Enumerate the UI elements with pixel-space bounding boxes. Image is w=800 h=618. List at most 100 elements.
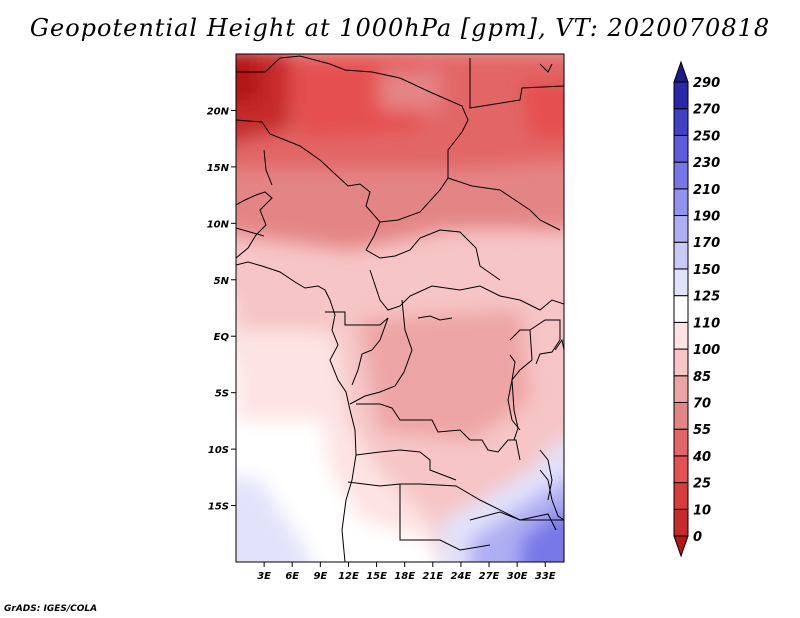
colorbar-level-label: 70 — [693, 396, 711, 411]
grads-credit: GrADS: IGES/COLA — [4, 604, 98, 614]
lon-tick-label: 33E — [535, 571, 556, 582]
mali-border — [263, 149, 273, 186]
lat-tick-label: 15N — [207, 163, 230, 174]
lon-tick-label: 30E — [507, 571, 528, 582]
gabon-congo-border — [325, 311, 389, 386]
namibia-botswana-border — [347, 481, 564, 521]
guinea-border — [236, 227, 265, 237]
colorbar-level-label: 85 — [693, 370, 711, 385]
colorbar: 0 10 25 40 55 70 85 100 110 125 150 170 190 210 230 250… — [673, 60, 720, 558]
heatmap-field — [236, 54, 564, 562]
mozambique-border — [539, 469, 564, 521]
field-congo-basin — [360, 310, 530, 440]
colorbar-swatch — [673, 108, 689, 136]
field-gulf-ocean — [236, 330, 340, 420]
colorbar-level-label: 230 — [693, 156, 720, 171]
colorbar-level-label: 170 — [693, 236, 720, 251]
colorbar-level-label: 190 — [693, 210, 720, 225]
colorbar-swatch — [673, 348, 689, 377]
map-frame — [235, 53, 565, 563]
colorbar-swatch — [673, 455, 689, 484]
colorbar-triangle-high — [673, 60, 689, 83]
lon-tick-label: 21E — [422, 571, 443, 582]
lat-tick-label: 20N — [207, 106, 230, 117]
colorbar-swatch — [673, 321, 689, 350]
zambia-border — [470, 439, 521, 461]
car-border — [365, 229, 501, 281]
lake-tanganyika — [509, 354, 519, 441]
colorbar-level-label: 25 — [693, 477, 711, 492]
great-lakes-border — [507, 329, 533, 431]
lon-tick-label: 24E — [451, 571, 472, 582]
latitude-axis: 20N 15N 10N 5N EQ 5S 10S 15S — [207, 106, 236, 513]
lat-tick-label: 5S — [215, 389, 229, 400]
lat-tick-label: 5N — [214, 276, 230, 287]
colorbar-level-label: 125 — [693, 290, 720, 305]
west-africa-coast — [236, 191, 273, 259]
zimbabwe-border — [469, 511, 557, 531]
field-guinea-coast — [236, 260, 340, 340]
lon-tick-label: 12E — [338, 571, 359, 582]
lon-tick-label: 27E — [479, 571, 500, 582]
lon-tick-label: 15E — [366, 571, 387, 582]
colorbar-swatch — [673, 81, 689, 110]
lat-tick-label: EQ — [214, 332, 230, 343]
west-coastline — [236, 261, 357, 562]
congo-river — [417, 315, 453, 321]
angola-north-border — [356, 403, 471, 441]
drc-west-border — [349, 299, 413, 405]
colorbar-level-label: 110 — [693, 316, 720, 331]
lat-tick-label: 10S — [208, 445, 229, 456]
colorbar-swatch — [673, 508, 689, 537]
lake-malawi — [539, 449, 553, 501]
field-chad-patch — [380, 70, 440, 110]
colorbar-level-label: 0 — [693, 530, 702, 545]
colorbar-swatch — [673, 482, 689, 510]
colorbar-level-label: 150 — [693, 263, 720, 278]
lon-tick-label: 9E — [313, 571, 327, 582]
kenya-tanzania-border — [529, 319, 561, 365]
chart-title: Geopotential Height at 1000hPa [gpm], VT… — [29, 14, 771, 42]
field-northwest-deepest — [236, 54, 260, 104]
sahara-borders — [236, 55, 469, 133]
colorbar-level-label: 290 — [693, 76, 720, 91]
lake-victoria — [554, 338, 564, 351]
colorbar-level-label: 40 — [692, 450, 711, 465]
field-cafr-light — [420, 230, 560, 300]
colorbar-swatch — [673, 188, 689, 217]
colorbar-level-label: 55 — [693, 423, 711, 438]
colorbar-level-label: 10 — [693, 503, 711, 518]
colorbar-swatch — [673, 241, 689, 270]
colorbar-swatch — [673, 161, 689, 190]
egypt-sudan-border — [469, 58, 564, 109]
chad-border — [379, 131, 463, 223]
lat-tick-label: 10N — [207, 219, 230, 230]
colorbar-triangle-low — [673, 535, 689, 558]
field-sahel-belt — [236, 150, 564, 250]
lon-tick-label: 3E — [257, 571, 271, 582]
colorbar-swatch — [673, 295, 689, 323]
colorbar-swatch — [673, 134, 689, 163]
country-borders — [236, 55, 564, 562]
field-sudan-red — [520, 80, 564, 140]
niger-nigeria-border — [236, 119, 381, 251]
colorbar-level-label: 270 — [693, 103, 720, 118]
colorbar-swatch — [673, 268, 689, 297]
east-border-north — [519, 299, 564, 311]
sudan-south-border — [447, 177, 561, 231]
angola-zambia-border — [355, 449, 457, 481]
lon-tick-label: 18E — [394, 571, 415, 582]
congo-north-border — [369, 269, 521, 311]
colorbar-level-label: 100 — [693, 343, 720, 358]
colorbar-swatch — [673, 215, 689, 243]
colorbar-level-label: 210 — [693, 183, 720, 198]
colorbar-swatch — [673, 428, 689, 457]
colorbar-level-label: 250 — [693, 129, 720, 144]
field-southwest-blue — [236, 476, 311, 562]
botswana-border — [399, 484, 491, 551]
lon-tick-label: 6E — [285, 571, 299, 582]
lat-tick-label: 15S — [208, 502, 229, 513]
longitude-axis: 3E 6E 9E 12E 15E 18E 21E 24E 27E 30E 33E — [257, 562, 556, 582]
colorbar-swatch — [673, 401, 689, 430]
